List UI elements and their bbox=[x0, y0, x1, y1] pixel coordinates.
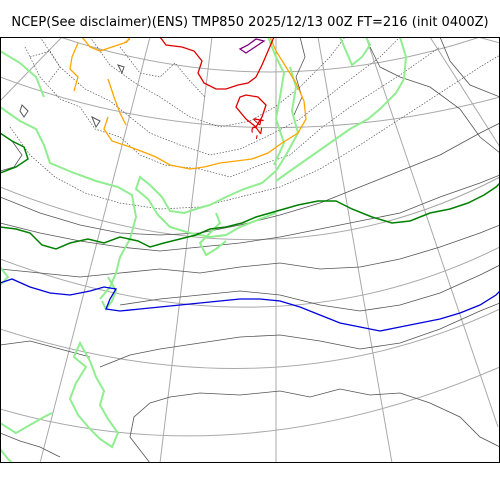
isotherm-blue bbox=[0, 278, 500, 332]
isotherm-line bbox=[119, 264, 500, 312]
isotherm-green bbox=[0, 132, 500, 250]
coastline-land bbox=[198, 212, 227, 257]
isotherm-line bbox=[9, 54, 500, 210]
meridian-line bbox=[317, 37, 393, 463]
coastline-land bbox=[0, 448, 13, 463]
parallel-line bbox=[0, 308, 500, 369]
isotherms-thin bbox=[0, 37, 500, 463]
coastline-land bbox=[0, 50, 45, 98]
coastline-land bbox=[267, 37, 286, 166]
coastline bbox=[369, 46, 500, 154]
coastline-land bbox=[101, 276, 118, 311]
meridian-line bbox=[0, 37, 63, 102]
isotherms-dotted bbox=[9, 37, 500, 210]
graticule-parallels bbox=[0, 37, 500, 437]
map-frame: -24 bbox=[0, 37, 500, 463]
parallel-line bbox=[0, 176, 500, 241]
isotherm-purple bbox=[238, 38, 266, 54]
parallel-line bbox=[0, 366, 500, 437]
isotherm-line bbox=[0, 224, 500, 278]
coastline-land bbox=[68, 340, 120, 449]
meridian-line bbox=[429, 37, 500, 148]
parallel-line bbox=[59, 37, 481, 73]
parallel-line bbox=[0, 76, 500, 129]
isotherm-line bbox=[0, 122, 500, 236]
small-islands bbox=[19, 64, 125, 129]
coastline-land bbox=[0, 106, 138, 300]
parallel-line bbox=[0, 246, 500, 308]
isotherm-orange bbox=[69, 37, 307, 170]
coastline-land bbox=[0, 412, 53, 435]
label-minus24: -24 bbox=[248, 116, 268, 141]
coastline bbox=[439, 37, 500, 98]
isotherm-minus24 bbox=[159, 37, 275, 128]
isotherm-line bbox=[39, 37, 401, 156]
land-outlines bbox=[0, 37, 408, 463]
coastline bbox=[293, 37, 306, 116]
isotherm-line bbox=[0, 174, 500, 252]
meridian-line bbox=[39, 37, 151, 463]
meridian-line bbox=[159, 37, 213, 463]
isotherm-line bbox=[119, 46, 206, 98]
island-outline bbox=[91, 115, 101, 129]
coastline bbox=[0, 432, 61, 458]
isotherm-line bbox=[99, 302, 500, 368]
isotherm-line bbox=[29, 50, 61, 84]
isotherm-line bbox=[89, 37, 346, 128]
map-title: NCEP(See disclaimer)(ENS) TMP850 2025/12… bbox=[11, 15, 489, 30]
island-outline bbox=[117, 64, 125, 75]
meridian-line bbox=[365, 37, 499, 428]
coastline-land bbox=[275, 37, 408, 182]
island-outline bbox=[19, 104, 29, 118]
map-canvas: -24 bbox=[0, 37, 500, 463]
coastline bbox=[129, 388, 500, 463]
coastline-land bbox=[339, 37, 372, 67]
